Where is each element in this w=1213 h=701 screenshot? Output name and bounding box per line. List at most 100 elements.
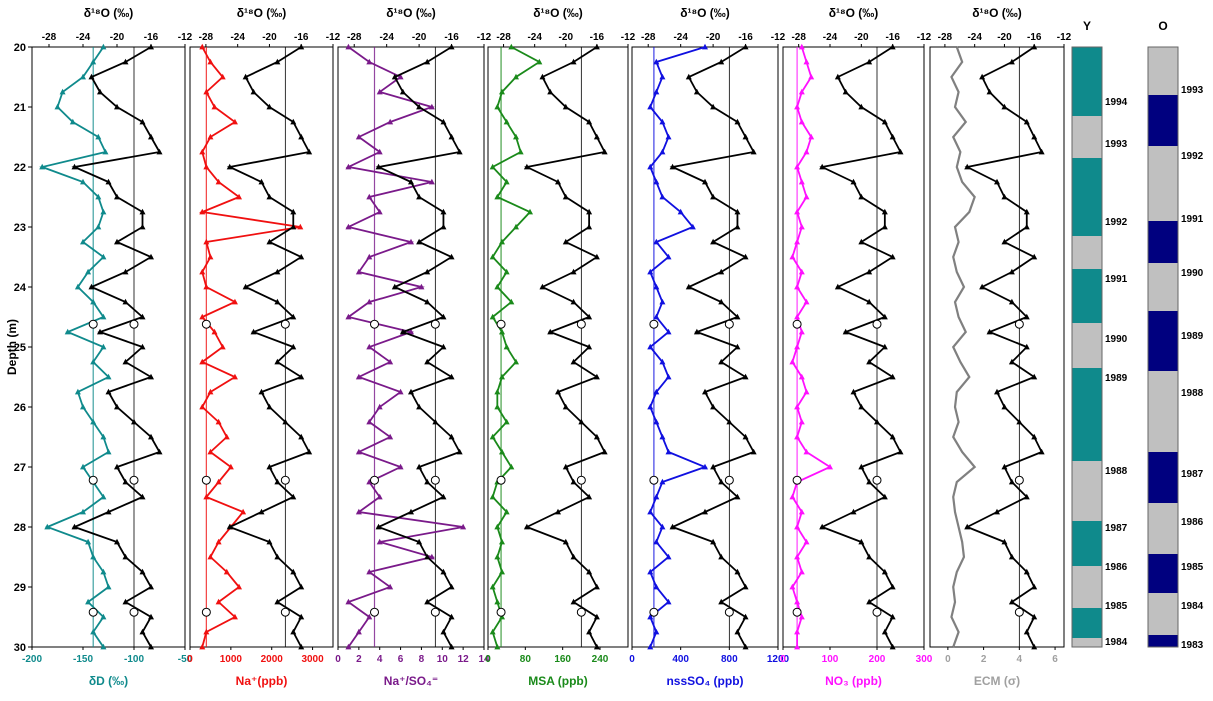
x-tick-label: 2000 [261,654,284,665]
series-point [199,148,206,155]
open-circle-marker [430,607,440,617]
series-point [794,403,801,410]
d18o-point [290,568,297,575]
year-label: 1986 [1181,517,1204,528]
d18o-tick-label: -24 [76,32,91,43]
year-segment [1148,503,1178,554]
d18o-point [1023,628,1030,635]
d18o-point [734,568,741,575]
series-point [653,283,660,290]
d18o-point [742,583,749,590]
series-point [100,253,107,260]
d18o-point [570,298,577,305]
d18o-point [114,193,120,200]
d18o-point [148,43,154,50]
series-point [513,223,519,230]
d18o-tick-label: -24 [527,32,542,43]
d18o-point [71,163,78,170]
open-circle-marker [496,607,506,617]
series-point [397,388,404,395]
year-column-title: Y [1083,19,1091,33]
series-line [648,46,708,648]
d18o-point [1023,493,1030,500]
series-point [803,193,810,200]
d18o-point [994,508,1000,515]
d18o-point [408,178,414,185]
d18o-point [148,253,154,260]
depth-tick-label: 29 [14,582,26,594]
series-point [794,283,801,290]
open-circle-marker [649,607,659,617]
d18o-axis-title: δ¹⁸O (‰) [972,6,1022,20]
d18o-point [114,463,120,470]
d18o-tick-label: -12 [178,32,193,43]
series-point [100,493,107,500]
series-point [665,448,672,455]
d18o-point [114,538,120,545]
year-segment [1072,368,1102,461]
d18o-tick-label: -28 [938,32,953,43]
series-point [659,118,666,125]
year-segment [1148,554,1178,593]
year-label: 1985 [1105,601,1128,612]
year-segment [1072,566,1102,608]
d18o-point [555,388,561,395]
d18o-point [440,628,447,635]
series-point [489,433,496,440]
d18o-tick-label: -16 [294,32,309,43]
year-segment [1072,461,1102,521]
series-point [231,118,238,125]
series-point [90,628,97,635]
d18o-point [726,418,733,425]
d18o-point [523,163,530,170]
year-label: 1984 [1181,601,1204,612]
series-point [203,283,210,290]
series-point [215,598,222,605]
d18o-point [266,193,273,200]
series-point [536,58,543,65]
d18o-point [742,373,749,380]
d18o-point [593,133,600,140]
d18o-point [562,238,569,245]
d18o-point [718,478,725,485]
series-point [499,328,505,335]
d18o-tick-label: -28 [347,32,362,43]
d18o-line [669,46,756,648]
series-point [789,583,796,590]
d18o-point [105,178,112,185]
d18o-point [734,118,741,125]
d18o-point [122,358,129,365]
series-point [215,178,222,185]
d18o-point [685,283,692,290]
panel-1: δ¹⁸O (‰) -28 -24 -20 -16 -12 -200 -150 -100 -50 δD… [22,6,193,688]
year-segment [1072,608,1102,638]
d18o-point [416,238,423,245]
d18o-tick-label: -20 [997,32,1012,43]
series-point [231,613,238,620]
series-point [199,643,206,650]
d18o-tick-label: -20 [559,32,574,43]
d18o-point [547,328,554,335]
open-circle-marker [649,475,659,485]
d18o-point [834,283,841,290]
d18o-tick-label: -20 [412,32,427,43]
d18o-point [440,568,447,575]
d18o-point [1001,103,1008,110]
series-point [199,313,206,320]
d18o-point [858,538,865,545]
series-point [798,43,805,50]
d18o-point [131,418,137,425]
d18o-point [562,463,569,470]
x-axis-label: MSA (ppb) [528,674,588,688]
series-point [199,403,206,410]
series-point [653,538,660,545]
series-point [489,493,496,500]
series-point [798,118,805,125]
d18o-point [1023,313,1030,320]
panel-2: δ¹⁸O (‰) -28 -24 -20 -16 -12 0 1000 2000 3000 Na⁺(… [187,6,340,688]
d18o-point [97,88,103,95]
series-point [345,598,352,605]
d18o-point [693,88,700,95]
d18o-line [524,46,607,648]
depth-axis-label: Depth (m) [5,319,19,375]
